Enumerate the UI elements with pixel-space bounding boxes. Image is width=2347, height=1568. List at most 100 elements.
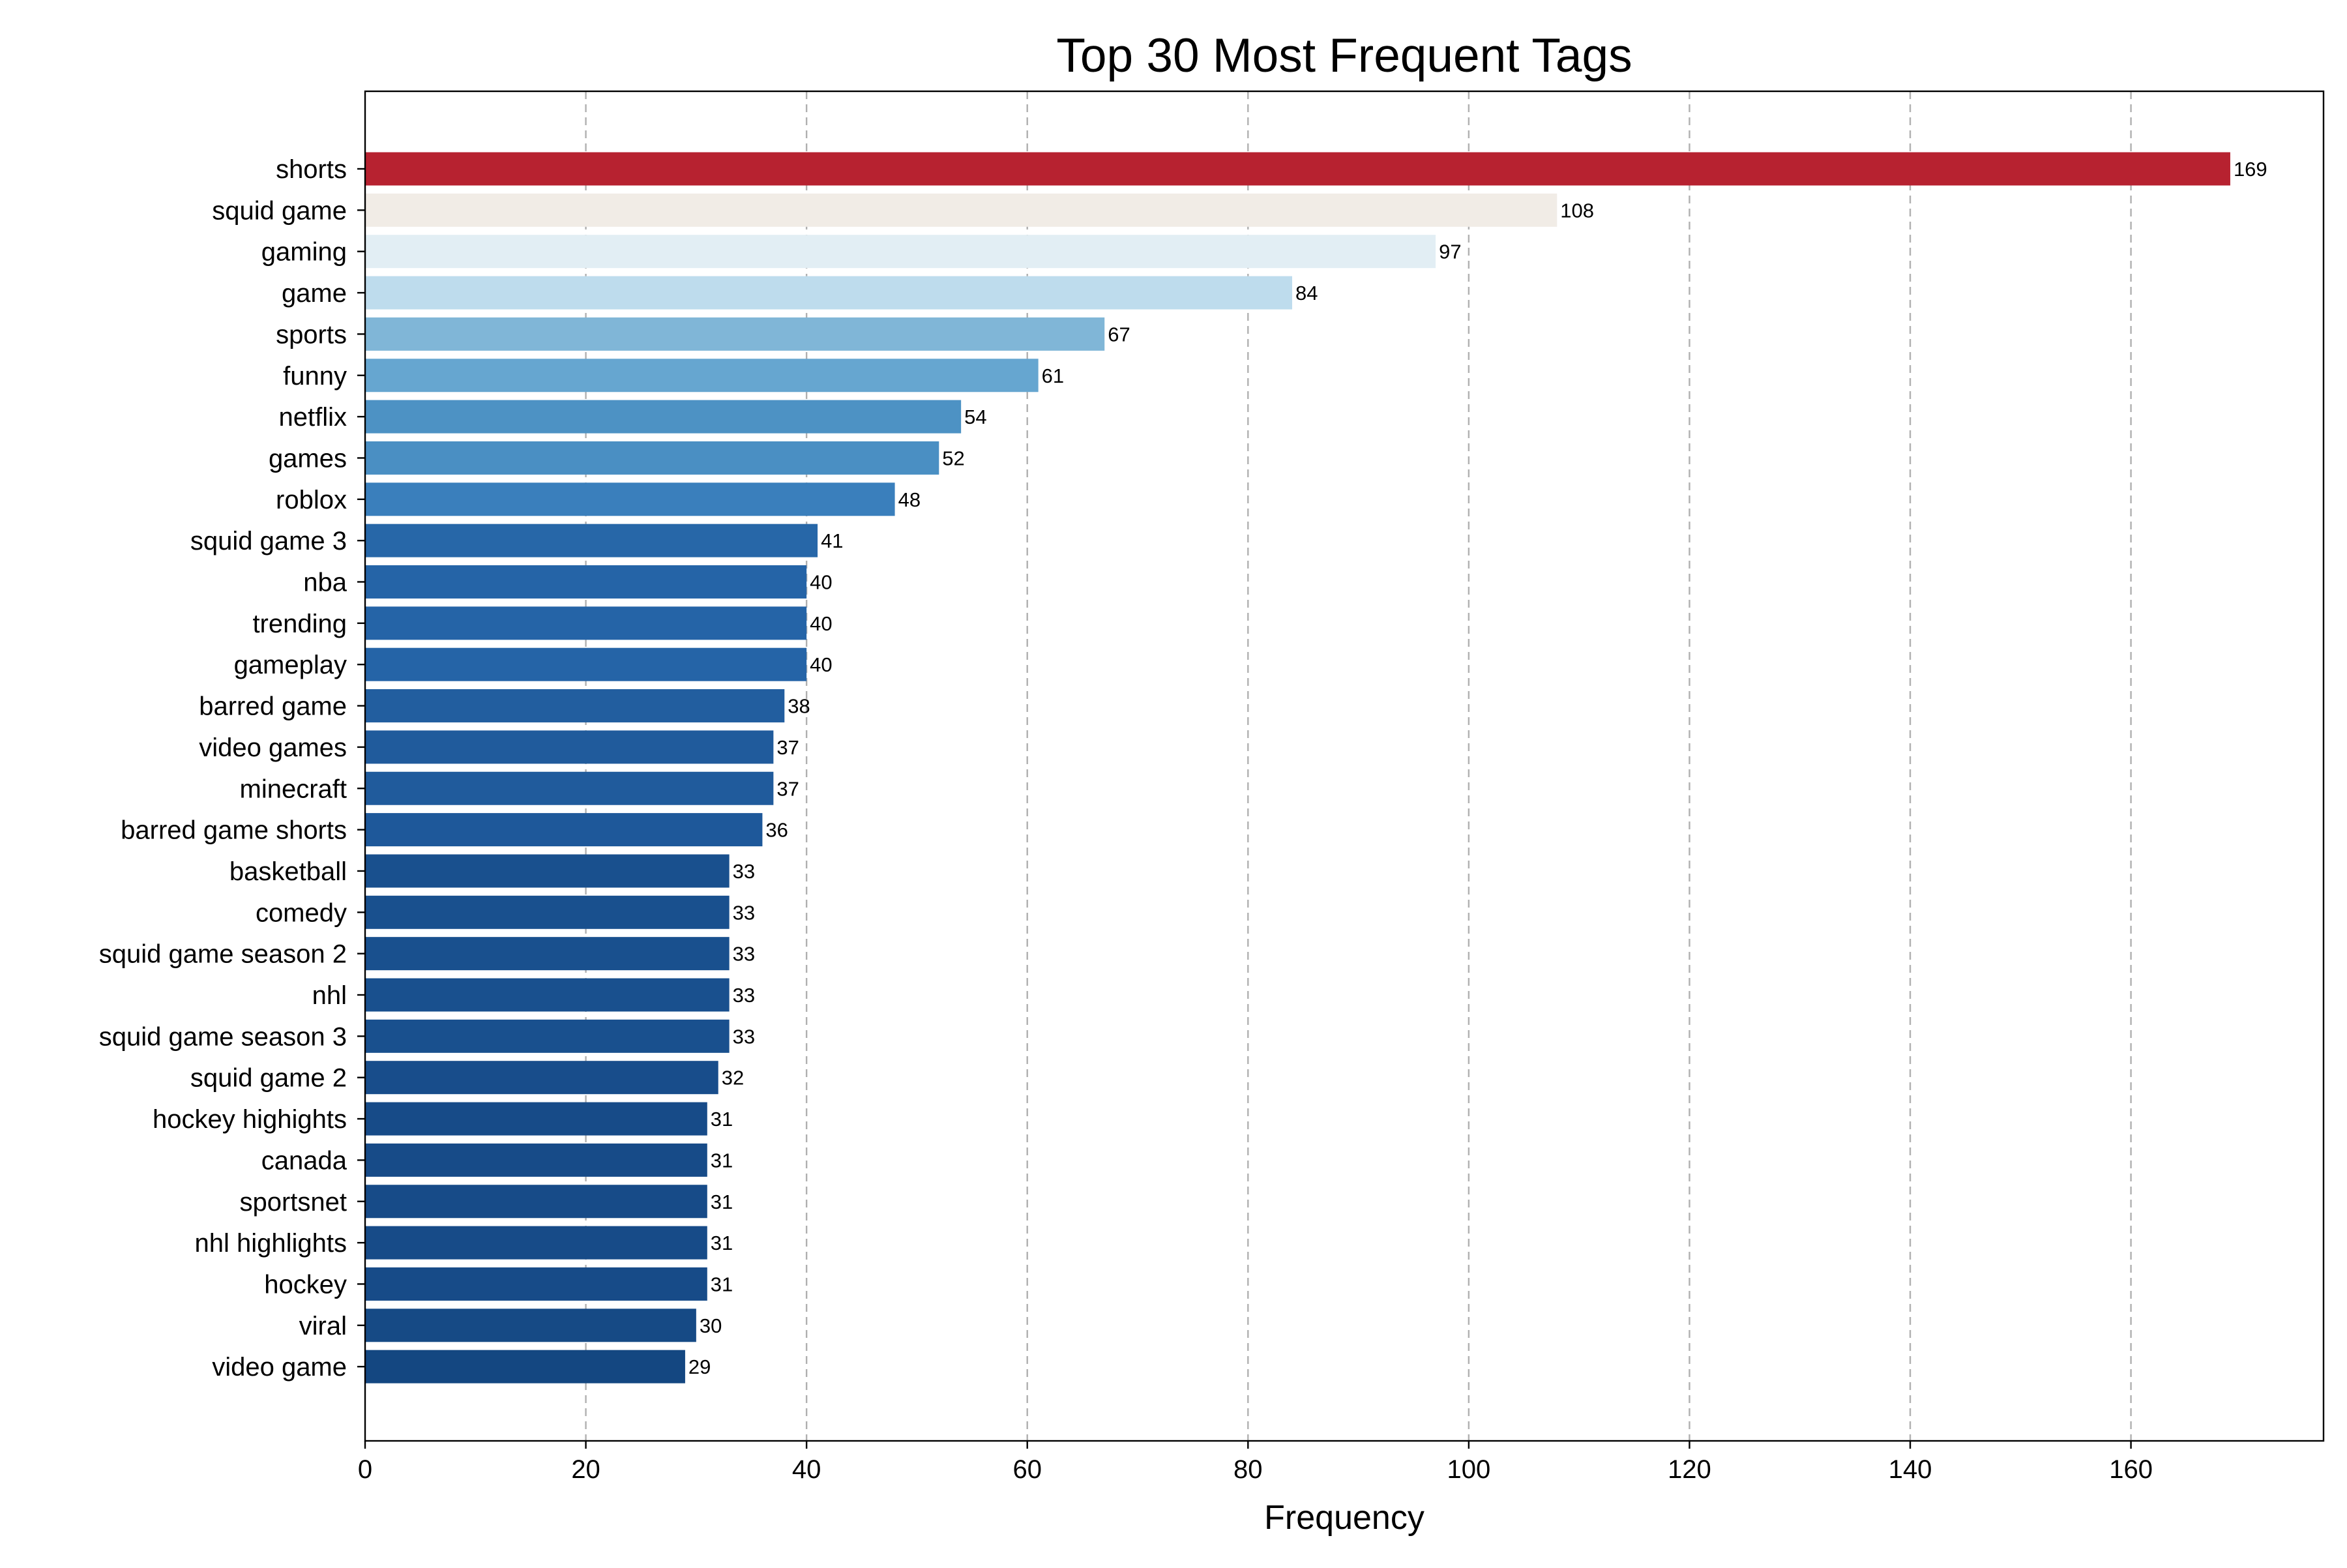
data-label-24: 31	[711, 1149, 733, 1172]
y-tick-label-10: nba	[303, 569, 347, 597]
bar-18	[365, 895, 730, 929]
y-axis-ticks: shorts squid game gaming game sports funny net…	[99, 155, 365, 1382]
x-tick-label-2: 40	[792, 1455, 821, 1484]
x-axis-label: Frequency	[1264, 1499, 1424, 1537]
data-label-9: 41	[821, 529, 843, 552]
x-tick-label-0: 0	[358, 1455, 372, 1484]
data-label-29: 29	[688, 1355, 711, 1378]
bar-17	[365, 854, 730, 888]
bar-0	[365, 152, 2230, 186]
data-label-10: 40	[810, 571, 832, 594]
bar-4	[365, 317, 1105, 351]
y-tick-label-18: comedy	[256, 898, 347, 927]
bar-25	[365, 1185, 707, 1219]
bars	[365, 152, 2230, 1383]
bar-14	[365, 730, 774, 764]
x-tick-label-1: 20	[571, 1455, 600, 1484]
data-label-16: 36	[765, 819, 788, 842]
bar-11	[365, 606, 807, 640]
data-label-22: 32	[722, 1067, 744, 1089]
data-label-19: 33	[733, 943, 755, 966]
y-tick-label-4: sports	[276, 320, 347, 349]
bar-26	[365, 1226, 707, 1260]
y-tick-label-11: trending	[252, 610, 347, 638]
data-label-25: 31	[711, 1191, 733, 1213]
y-tick-label-7: games	[269, 444, 347, 473]
y-tick-label-16: barred game shorts	[121, 816, 347, 845]
bar-19	[365, 937, 730, 971]
bar-20	[365, 978, 730, 1012]
data-label-27: 31	[711, 1273, 733, 1295]
data-label-8: 48	[898, 488, 921, 511]
bar-2	[365, 235, 1436, 269]
y-tick-label-17: basketball	[229, 857, 347, 886]
y-tick-label-15: minecraft	[240, 775, 347, 803]
bar-3	[365, 276, 1293, 310]
data-label-4: 67	[1108, 323, 1130, 346]
y-tick-label-5: funny	[283, 362, 347, 391]
data-label-15: 37	[776, 777, 799, 800]
data-label-6: 54	[964, 406, 986, 428]
data-label-28: 30	[700, 1314, 722, 1337]
y-tick-label-8: roblox	[276, 486, 347, 514]
bar-29	[365, 1350, 685, 1383]
data-label-1: 108	[1560, 199, 1594, 222]
y-tick-label-29: video game	[212, 1353, 347, 1382]
data-label-17: 33	[733, 860, 755, 883]
x-tick-label-6: 120	[1668, 1455, 1711, 1484]
data-labels: 1691089784676154524841404040383737363333…	[688, 158, 2267, 1378]
data-label-2: 97	[1439, 241, 1461, 263]
y-tick-label-3: game	[282, 279, 347, 308]
data-label-7: 52	[942, 447, 964, 469]
y-tick-label-24: canada	[261, 1146, 347, 1175]
y-tick-label-20: nhl	[312, 981, 347, 1010]
plot-frame	[364, 90, 2325, 1442]
x-tick-label-7: 140	[1889, 1455, 1932, 1484]
y-tick-label-1: squid game	[212, 196, 347, 225]
bar-22	[365, 1061, 718, 1095]
y-tick-label-6: netflix	[279, 403, 347, 432]
y-tick-label-19: squid game season 2	[99, 940, 347, 969]
bar-24	[365, 1143, 707, 1177]
y-tick-label-26: nhl highlights	[195, 1229, 347, 1258]
bar-12	[365, 647, 807, 681]
bar-5	[365, 359, 1039, 392]
data-label-20: 33	[733, 984, 755, 1007]
y-tick-label-13: barred game	[199, 692, 347, 721]
data-label-5: 61	[1042, 364, 1064, 387]
x-axis-ticks: 0 20 40 60 80 100 120 140 160	[358, 1441, 2153, 1484]
bar-23	[365, 1102, 707, 1136]
data-label-14: 37	[776, 736, 799, 759]
y-tick-label-21: squid game season 3	[99, 1022, 347, 1051]
bar-16	[365, 813, 763, 847]
y-tick-label-25: sportsnet	[239, 1188, 347, 1217]
data-label-0: 169	[2234, 158, 2267, 181]
bar-1	[365, 193, 1557, 227]
grid-lines	[585, 91, 2132, 1441]
y-tick-label-12: gameplay	[234, 651, 347, 679]
data-label-23: 31	[711, 1108, 733, 1131]
bar-9	[365, 524, 818, 557]
y-tick-label-28: viral	[299, 1312, 347, 1340]
y-tick-label-2: gaming	[261, 238, 347, 267]
bar-15	[365, 771, 774, 805]
y-tick-label-22: squid game 2	[190, 1064, 347, 1093]
y-tick-label-14: video games	[199, 733, 347, 762]
data-label-18: 33	[733, 901, 755, 924]
x-tick-label-3: 60	[1012, 1455, 1042, 1484]
y-tick-label-9: squid game 3	[190, 527, 347, 555]
bar-10	[365, 565, 807, 599]
bar-6	[365, 400, 962, 434]
y-tick-label-27: hockey	[264, 1270, 347, 1299]
x-tick-label-4: 80	[1233, 1455, 1263, 1484]
data-label-3: 84	[1295, 282, 1318, 304]
bar-13	[365, 689, 785, 723]
x-tick-label-8: 160	[2109, 1455, 2153, 1484]
bar-21	[365, 1019, 730, 1053]
data-label-26: 31	[711, 1232, 733, 1254]
data-label-21: 33	[733, 1025, 755, 1048]
bar-28	[365, 1309, 696, 1342]
y-tick-label-0: shorts	[276, 155, 347, 184]
